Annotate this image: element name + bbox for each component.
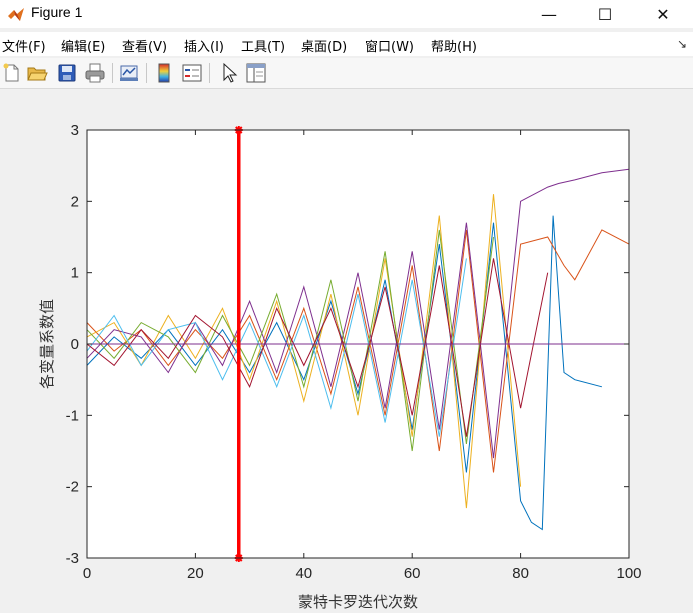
toolbar-separator bbox=[146, 63, 147, 83]
pointer-icon[interactable] bbox=[218, 62, 240, 84]
window-title: Figure 1 bbox=[31, 4, 83, 20]
toolbar-dock-arrow-icon[interactable]: ↘ bbox=[676, 37, 687, 51]
menu-window[interactable]: 窗口(W) bbox=[365, 40, 414, 55]
x-tick-label: 80 bbox=[512, 565, 529, 582]
menu-tools[interactable]: 工具(T) bbox=[241, 40, 286, 55]
series-line-4 bbox=[86, 168, 630, 459]
y-tick-label: 2 bbox=[71, 193, 79, 210]
line-chart: 0 20 40 60 80 100 -3 -2 -1 0 1 2 3 蒙特卡罗迭代次数 各变量系数值 bbox=[38, 122, 642, 611]
toolbar-separator bbox=[112, 63, 113, 83]
series-layer bbox=[86, 168, 630, 531]
legend-icon[interactable] bbox=[181, 62, 203, 84]
x-tick-label: 0 bbox=[83, 565, 91, 582]
y-tick-label: -1 bbox=[66, 407, 79, 424]
tick-layer: 0 20 40 60 80 100 -3 -2 -1 0 1 2 3 bbox=[66, 122, 642, 582]
y-tick-label: 0 bbox=[71, 336, 79, 353]
series-line-6 bbox=[86, 258, 467, 437]
toolbar bbox=[0, 58, 693, 89]
menu-help[interactable]: 帮助(H) bbox=[431, 40, 477, 55]
y-tick-label: 3 bbox=[71, 122, 79, 139]
series-line-7 bbox=[86, 258, 549, 437]
figure-canvas: 0 20 40 60 80 100 -3 -2 -1 0 1 2 3 蒙特卡罗迭代次数 各变量系数值 bbox=[0, 89, 693, 613]
x-tick-label: 60 bbox=[404, 565, 421, 582]
x-tick-label: 40 bbox=[295, 565, 312, 582]
close-button[interactable]: ✕ bbox=[656, 4, 670, 24]
y-axis-label: 各变量系数值 bbox=[38, 299, 56, 389]
print-icon[interactable] bbox=[84, 62, 106, 84]
minimize-button[interactable]: — bbox=[541, 4, 557, 24]
title-bar: Figure 1 — ☐ ✕ bbox=[0, 0, 693, 28]
maximize-button[interactable]: ☐ bbox=[597, 4, 613, 24]
x-axis-label: 蒙特卡罗迭代次数 bbox=[298, 593, 418, 611]
y-tick-label: -2 bbox=[66, 479, 79, 496]
x-tick-label: 100 bbox=[616, 565, 641, 582]
toolbar-separator bbox=[209, 63, 210, 83]
menu-bar: 文件(F) 编辑(E) 查看(V) 插入(I) 工具(T) 桌面(D) 窗口(W… bbox=[0, 32, 693, 56]
menu-insert[interactable]: 插入(I) bbox=[184, 40, 224, 55]
menu-edit[interactable]: 编辑(E) bbox=[61, 40, 106, 55]
x-tick-label: 20 bbox=[187, 565, 204, 582]
open-file-icon[interactable] bbox=[26, 62, 48, 84]
save-icon[interactable] bbox=[56, 62, 78, 84]
y-tick-label: 1 bbox=[71, 265, 79, 282]
property-inspector-icon[interactable] bbox=[245, 62, 267, 84]
menu-desktop[interactable]: 桌面(D) bbox=[301, 40, 348, 55]
new-figure-icon[interactable] bbox=[1, 62, 23, 84]
menu-file[interactable]: 文件(F) bbox=[2, 40, 46, 55]
link-plot-icon[interactable] bbox=[118, 62, 140, 84]
series-line-1 bbox=[86, 215, 603, 531]
menu-view[interactable]: 查看(V) bbox=[122, 40, 168, 55]
matlab-logo-icon bbox=[8, 8, 24, 21]
colorbar-icon[interactable] bbox=[153, 62, 175, 84]
y-tick-label: -3 bbox=[66, 550, 79, 567]
